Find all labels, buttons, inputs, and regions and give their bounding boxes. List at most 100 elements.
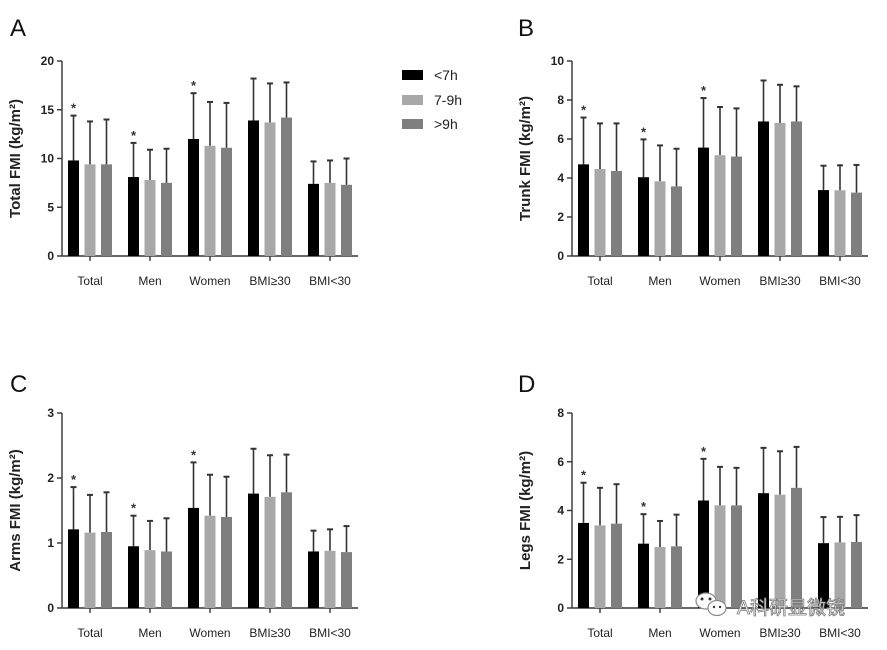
bar-lt7h xyxy=(308,183,319,256)
panel-letter: A xyxy=(10,15,26,42)
bar-gt9h xyxy=(221,517,232,608)
bar-7-9h xyxy=(324,182,336,256)
y-axis-label: Total FMI (kg/m²) xyxy=(7,99,24,218)
bar-lt7h xyxy=(638,177,649,256)
bar-7-9h xyxy=(774,123,786,256)
bar-lt7h xyxy=(758,121,769,256)
y-axis-label: Legs FMI (kg/m²) xyxy=(517,451,534,570)
bar-7-9h xyxy=(834,190,846,256)
bar-lt7h xyxy=(248,120,259,256)
bar-lt7h xyxy=(818,190,829,256)
wechat-icon xyxy=(695,592,727,617)
y-tick-label: 8 xyxy=(557,406,564,420)
y-tick-label: 4 xyxy=(557,504,564,518)
significance-marker: * xyxy=(191,447,197,462)
x-tick-label: Total xyxy=(587,626,612,640)
panel-letter: C xyxy=(10,371,27,398)
significance-marker: * xyxy=(191,78,197,93)
x-tick-label: Men xyxy=(648,626,671,640)
legend: <7h 7-9h >9h xyxy=(402,67,462,132)
bar-7-9h xyxy=(714,505,726,608)
bar-7-9h xyxy=(204,515,216,608)
bar-gt9h xyxy=(101,531,112,608)
bar-7-9h xyxy=(834,542,846,608)
y-tick-label: 20 xyxy=(41,54,55,68)
x-tick-label: Total xyxy=(77,274,102,288)
significance-marker: * xyxy=(701,444,707,459)
bar-7-9h xyxy=(264,496,276,608)
y-tick-label: 6 xyxy=(557,455,564,469)
significance-marker: * xyxy=(131,128,137,143)
legend-swatch-lt7h xyxy=(402,70,423,80)
y-tick-label: 15 xyxy=(41,103,55,117)
bar-lt7h xyxy=(68,160,79,256)
bar-lt7h xyxy=(698,500,709,608)
chart-panel-a: A Total FMI (kg/m²) 0 5 10 15 20 Total * Men * Wome… xyxy=(7,15,358,288)
bar-7-9h xyxy=(654,181,666,256)
bar-lt7h xyxy=(68,529,79,608)
bar-gt9h xyxy=(161,182,172,256)
y-tick-label: 6 xyxy=(557,132,564,146)
bar-lt7h xyxy=(128,546,139,608)
x-tick-label: BMI≥30 xyxy=(249,274,291,288)
bar-lt7h xyxy=(758,493,769,608)
bar-7-9h xyxy=(714,155,726,256)
y-tick-label: 3 xyxy=(47,406,54,420)
significance-marker: * xyxy=(71,101,77,116)
x-tick-label: Men xyxy=(138,274,161,288)
panel-letter: D xyxy=(518,371,535,398)
bar-7-9h xyxy=(594,169,606,256)
significance-marker: * xyxy=(581,103,587,118)
bar-7-9h xyxy=(324,550,336,608)
significance-marker: * xyxy=(641,499,647,514)
legend-label-7-9h: 7-9h xyxy=(434,92,462,108)
bar-lt7h xyxy=(188,507,199,608)
bar-lt7h xyxy=(128,177,139,256)
y-tick-label: 2 xyxy=(557,552,564,566)
bar-gt9h xyxy=(791,487,802,608)
x-tick-label: BMI<30 xyxy=(819,274,861,288)
bar-gt9h xyxy=(281,492,292,608)
bar-gt9h xyxy=(101,164,112,256)
panel-letter: B xyxy=(518,15,534,42)
y-axis-label: Arms FMI (kg/m²) xyxy=(7,449,24,572)
bar-lt7h xyxy=(578,164,589,256)
x-tick-label: Women xyxy=(189,626,230,640)
x-tick-label: BMI≥30 xyxy=(759,626,801,640)
legend-label-gt9h: >9h xyxy=(434,116,458,132)
y-tick-label: 0 xyxy=(557,601,564,615)
bar-lt7h xyxy=(308,551,319,608)
y-tick-label: 8 xyxy=(557,93,564,107)
chart-panel-c: C Arms FMI (kg/m²) 0 1 2 3 Total * Men * Women * BMI… xyxy=(7,371,358,640)
x-tick-label: BMI<30 xyxy=(309,626,351,640)
bar-gt9h xyxy=(341,184,352,256)
x-tick-label: Total xyxy=(77,626,102,640)
y-tick-label: 0 xyxy=(47,249,54,263)
x-tick-label: Total xyxy=(587,274,612,288)
y-tick-label: 2 xyxy=(557,210,564,224)
watermark-text: A科研显微镜 xyxy=(737,597,845,619)
bar-7-9h xyxy=(144,550,156,608)
bar-lt7h xyxy=(248,493,259,608)
bar-gt9h xyxy=(731,156,742,256)
bar-7-9h xyxy=(144,179,156,256)
bar-gt9h xyxy=(161,551,172,608)
bar-7-9h xyxy=(594,525,606,608)
bar-lt7h xyxy=(698,147,709,256)
x-tick-label: Men xyxy=(138,626,161,640)
bar-lt7h xyxy=(818,543,829,608)
y-tick-label: 0 xyxy=(47,601,54,615)
y-tick-label: 10 xyxy=(41,152,55,166)
bar-lt7h xyxy=(638,543,649,608)
x-tick-label: Women xyxy=(189,274,230,288)
bar-gt9h xyxy=(851,192,862,256)
significance-marker: * xyxy=(71,472,77,487)
bar-7-9h xyxy=(654,547,666,608)
bar-gt9h xyxy=(221,147,232,256)
legend-swatch-gt9h xyxy=(402,119,423,129)
y-tick-label: 4 xyxy=(557,171,564,185)
significance-marker: * xyxy=(641,124,647,139)
bar-lt7h xyxy=(188,139,199,256)
